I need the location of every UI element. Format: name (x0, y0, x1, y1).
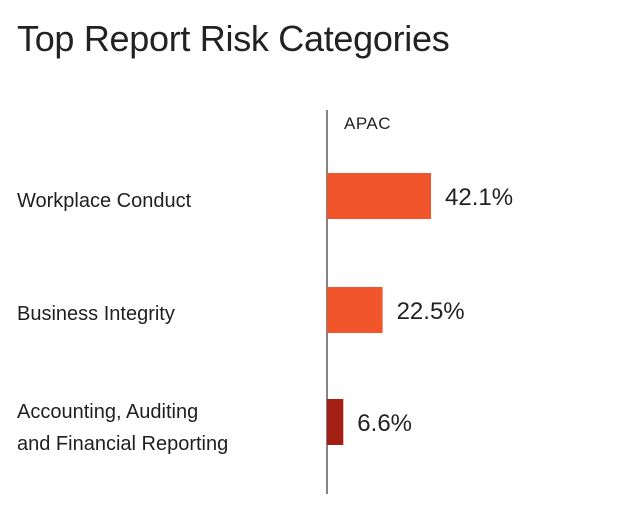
category-label-2-line-1: and Financial Reporting (17, 433, 229, 455)
value-label-0: 42.1% (445, 184, 513, 211)
category-label-0: Workplace Conduct (17, 185, 191, 217)
chart-title: Top Report Risk Categories (17, 18, 450, 59)
category-label-1: Business Integrity (17, 298, 175, 330)
series-label-apac: APAC (344, 114, 392, 133)
bars-group: 42.1% 22.5% 6.6% (327, 173, 513, 445)
category-label-1-line-0: Business Integrity (17, 303, 175, 325)
category-label-2: Accounting, Auditing and Financial Repor… (17, 396, 228, 460)
value-label-2: 6.6% (357, 410, 412, 437)
value-label-1: 22.5% (397, 298, 465, 325)
category-label-2-line-0: Accounting, Auditing (17, 401, 199, 423)
bar-1 (327, 287, 383, 333)
category-label-0-line-0: Workplace Conduct (17, 190, 192, 212)
bar-0 (327, 173, 431, 219)
bar-2 (327, 399, 344, 445)
